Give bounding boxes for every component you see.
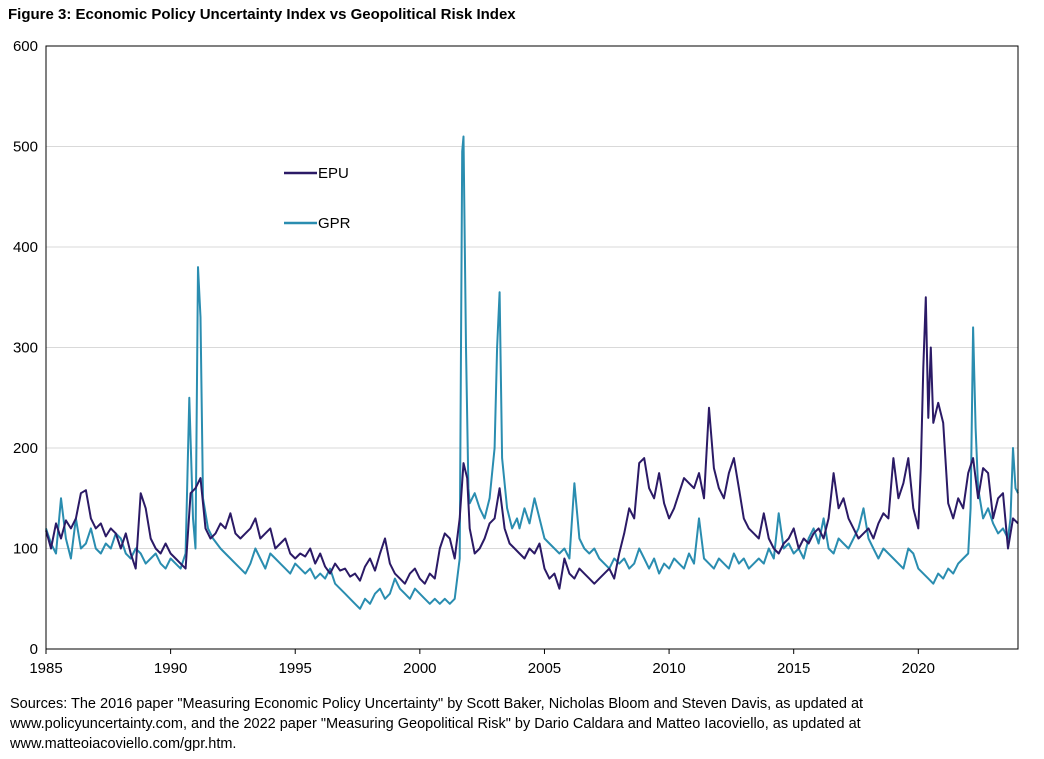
y-tick-label: 200 [13,440,38,457]
y-tick-label: 0 [30,641,38,658]
x-tick-label: 2005 [528,660,561,677]
series-line-epu [45,296,1019,590]
series-layer [45,135,1019,610]
series-line-gpr [45,135,1019,610]
x-tick-label: 2020 [902,660,935,677]
figure-title: Figure 3: Economic Policy Uncertainty In… [8,6,516,23]
y-tick-label: 500 [13,139,38,156]
x-tick-label: 1985 [29,660,62,677]
y-tick-label: 400 [13,239,38,256]
x-tick-label: 1990 [154,660,187,677]
y-tick-label: 100 [13,541,38,558]
x-tick-label: 2000 [403,660,436,677]
gridlines [46,146,1018,549]
sources-note: Sources: The 2016 paper "Measuring Econo… [10,696,864,752]
legend-label-gpr: GPR [318,215,351,232]
axis-tick-labels: 0 100 200 300 400 500 600 1985 1990 1995 2000 2005 2… [13,38,935,677]
legend: EPU GPR [284,165,351,232]
line-chart: 0 100 200 300 400 500 600 1985 1990 1995 2000 2005 2… [13,38,1019,677]
plot-area-frame [45,45,1019,650]
y-tick-label: 600 [13,38,38,55]
x-tick-label: 1995 [279,660,312,677]
x-tick-label: 2010 [652,660,685,677]
x-tick-label: 2015 [777,660,810,677]
legend-label-epu: EPU [318,165,349,182]
y-tick-label: 300 [13,340,38,357]
